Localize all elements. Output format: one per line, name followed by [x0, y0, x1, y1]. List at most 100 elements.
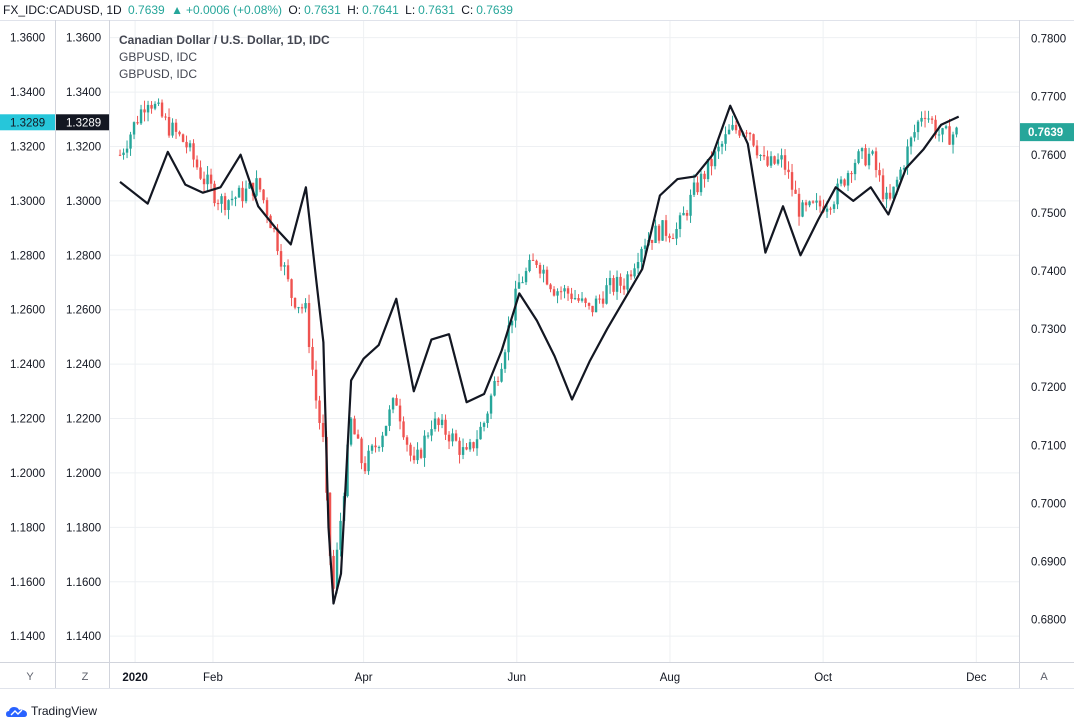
candle-body	[437, 418, 440, 426]
right-axis-tick-label: 0.6800	[1031, 615, 1066, 627]
candle-body	[804, 202, 808, 206]
candle-body	[153, 103, 157, 109]
candle-body	[685, 212, 689, 216]
left-inner-badge-label: 1.3289	[66, 117, 101, 129]
candle-body	[528, 259, 531, 272]
candle-body	[951, 134, 955, 145]
legend-entry-2[interactable]: GBPUSD, IDC	[119, 67, 197, 81]
candle-body	[510, 320, 514, 326]
symbol-label[interactable]: FX_IDC:CADUSD, 1D	[3, 3, 122, 17]
left-axis-tick-label: 1.1400	[66, 631, 101, 643]
candle-body	[223, 196, 227, 210]
candle-body	[416, 449, 419, 461]
candle-body	[605, 285, 608, 304]
high-value: 0.7641	[362, 3, 399, 17]
candle-body	[339, 520, 342, 550]
candle-body	[216, 203, 220, 205]
candle-body	[171, 122, 174, 136]
candle-body	[521, 282, 524, 284]
candle-body	[395, 398, 398, 406]
left-axis-tick-label: 1.1600	[10, 577, 45, 589]
z-axis-button[interactable]: Z	[81, 671, 89, 683]
candle-body	[678, 215, 682, 230]
candle-body	[556, 291, 559, 296]
candle-body	[349, 418, 353, 445]
candle-body	[132, 122, 136, 135]
candle-body	[328, 492, 332, 556]
right-axis-tick-label: 0.7300	[1031, 324, 1066, 336]
candle-body	[731, 124, 734, 130]
candle-body	[710, 159, 713, 167]
candle-body	[839, 179, 843, 184]
candle-body	[906, 146, 909, 168]
candle-body	[458, 440, 461, 455]
candle-body	[248, 182, 251, 189]
candle-body	[479, 426, 482, 440]
candle-body	[475, 439, 479, 449]
y-axis-button[interactable]: Y	[26, 671, 34, 683]
candle-body	[381, 435, 384, 448]
candle-body	[867, 153, 871, 166]
candle-body	[696, 182, 699, 193]
candle-body	[318, 400, 321, 423]
right-axis-tick-label: 0.7700	[1031, 92, 1066, 104]
candle-body	[262, 189, 265, 201]
candle-body	[909, 137, 913, 147]
candle-body	[864, 148, 867, 166]
candle-body	[374, 445, 377, 448]
auto-scale-button[interactable]: A	[1040, 671, 1048, 683]
candle-body	[941, 128, 944, 135]
candle-body	[881, 175, 885, 200]
candle-body	[332, 555, 335, 589]
candle-body	[559, 291, 563, 293]
tradingview-logo[interactable]: TradingView	[6, 704, 97, 718]
candle-body	[286, 265, 290, 280]
candle-body	[265, 200, 269, 216]
right-axis-tick-label: 0.7600	[1031, 150, 1066, 162]
candle-body	[668, 235, 671, 239]
cadusd-candles	[118, 98, 958, 594]
candle-body	[671, 238, 675, 240]
candle-body	[615, 276, 619, 292]
candle-body	[297, 307, 300, 309]
candle-body	[836, 183, 839, 205]
left-axis-tick-label: 1.3400	[10, 87, 45, 99]
open-label: O:	[288, 3, 302, 17]
candle-body	[577, 298, 580, 301]
right-badge-label: 0.7639	[1028, 127, 1063, 139]
time-axis-label: Dec	[966, 672, 987, 684]
price-chart[interactable]: 1.3600 1.3600 1.3400 1.3400 1.3200 1.3200 1.30…	[0, 0, 1074, 698]
candle-body	[444, 419, 447, 435]
candle-body	[489, 395, 493, 414]
candle-body	[195, 159, 199, 168]
time-axis-label: Oct	[814, 672, 833, 684]
left-axis-tick-label: 1.2200	[10, 414, 45, 426]
candle-body	[759, 155, 762, 157]
candle-body	[367, 450, 370, 472]
candle-body	[538, 264, 542, 274]
candle-body	[234, 197, 237, 199]
left-axis-tick-label: 1.3200	[66, 141, 101, 153]
candle-body	[748, 132, 752, 135]
candle-body	[412, 455, 416, 461]
legend-entry-1[interactable]: GBPUSD, IDC	[119, 50, 197, 64]
candle-body	[237, 187, 241, 198]
candle-body	[699, 173, 703, 193]
candle-body	[164, 116, 167, 118]
candle-body	[388, 409, 391, 426]
open-value: 0.7631	[304, 3, 341, 17]
candle-body	[139, 109, 143, 124]
candle-body	[843, 179, 846, 186]
left-axis-tick-label: 1.1400	[10, 631, 45, 643]
candle-body	[766, 156, 769, 166]
candle-body	[818, 200, 822, 207]
right-axis-tick-label: 0.7400	[1031, 266, 1066, 278]
candle-body	[188, 143, 192, 148]
chart-axes: 1.3600 1.3600 1.3400 1.3400 1.3200 1.3200 1.30…	[0, 20, 1074, 689]
candle-body	[633, 268, 636, 277]
candle-body	[146, 104, 150, 113]
candle-body	[584, 298, 587, 303]
right-axis-tick-label: 0.7100	[1031, 440, 1066, 452]
right-price-badge	[1020, 123, 1074, 142]
candle-body	[829, 208, 832, 210]
